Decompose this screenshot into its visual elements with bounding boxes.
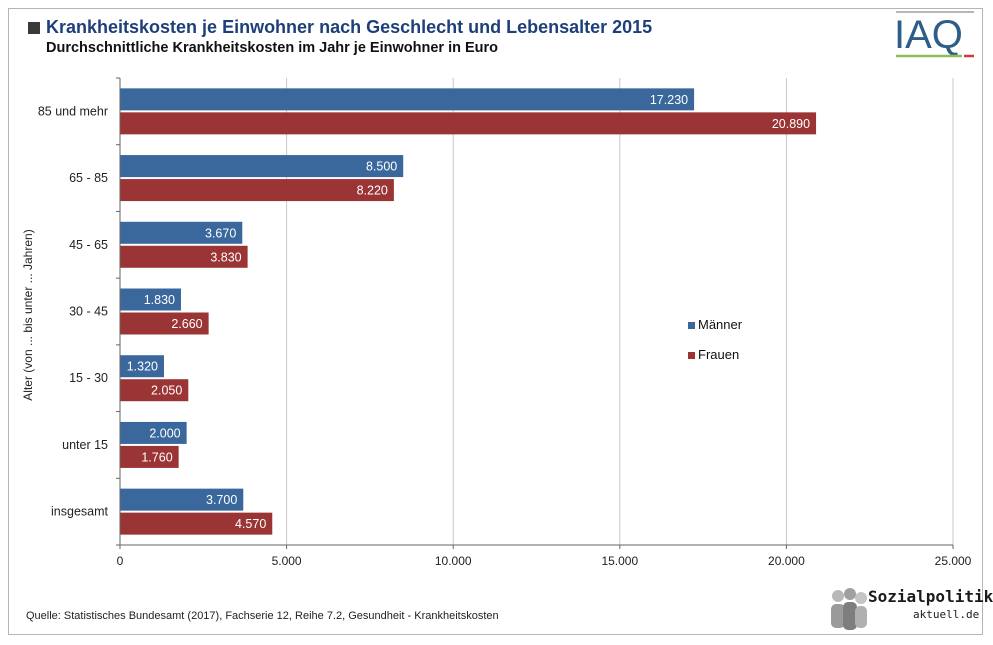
bar-frauen: [120, 245, 248, 268]
bar-frauen: [120, 379, 189, 402]
bar-frauen: [120, 179, 394, 202]
title-row: Krankheitskosten je Einwohner nach Gesch…: [28, 17, 652, 38]
grid-lines: [286, 78, 954, 545]
axes: 0 5.000 10.000 15.000 20.000 25.000 85 und meh…: [38, 77, 972, 568]
category-label: unter 15: [62, 438, 108, 452]
bar-value-label: 2.050: [151, 384, 182, 398]
category-label: 45 - 65: [69, 238, 108, 252]
bar-value-label: 3.670: [205, 226, 236, 240]
category-label: 30 - 45: [69, 305, 108, 319]
bar-value-label: 8.500: [366, 160, 397, 174]
x-tick-label: 20.000: [768, 554, 805, 568]
bar-value-label: 20.890: [772, 117, 810, 131]
bar-maenner: [120, 155, 404, 178]
category-label: 85 und mehr: [38, 104, 108, 118]
chart-title: Krankheitskosten je Einwohner nach Gesch…: [46, 17, 653, 37]
chart-subtitle: Durchschnittliche Krankheitskosten im Ja…: [46, 40, 499, 56]
bar-value-label: 3.830: [210, 250, 241, 264]
bar-frauen: [120, 512, 273, 535]
legend: Männer Frauen: [688, 317, 743, 362]
bar-frauen: [120, 112, 817, 135]
bar-maenner: [120, 88, 695, 111]
bar-frauen: [120, 445, 179, 468]
bar-value-label: 8.220: [357, 184, 388, 198]
x-tick-label: 25.000: [935, 554, 972, 568]
category-label: 65 - 85: [69, 171, 108, 185]
bar-value-label: 1.760: [141, 450, 172, 464]
category-label: 15 - 30: [69, 371, 108, 385]
iaq-logo-graphic: IAQ: [894, 11, 974, 58]
bar-maenner: [120, 421, 187, 444]
y-axis-label: Alter (von ... bis unter ... Jahren): [21, 229, 35, 400]
bar-maenner: [120, 488, 244, 511]
source-note: Quelle: Statistisches Bundesamt (2017), …: [26, 610, 499, 622]
bars: 17.230 20.890 8.500 8.220 3.670 3.830 1.830 2.6…: [120, 88, 817, 535]
category-label: insgesamt: [51, 505, 108, 519]
sozialpolitik-logo: Sozialpolitik- aktuell.de: [828, 584, 993, 634]
bar-value-label: 2.660: [171, 317, 202, 331]
brand-name: Sozialpolitik-: [868, 587, 993, 606]
x-tick-label: 5.000: [272, 554, 302, 568]
x-tick-label: 0: [117, 554, 124, 568]
bar-frauen: [120, 312, 209, 335]
bar-value-label: 1.320: [127, 360, 158, 374]
bar-maenner: [120, 221, 243, 244]
title-marker: [28, 21, 40, 34]
iaq-logo: IAQ: [890, 6, 976, 64]
bar-value-label: 4.570: [235, 517, 266, 531]
legend-label: Männer: [698, 317, 743, 332]
brand-domain: aktuell.de: [913, 608, 980, 621]
x-tick-label: 10.000: [435, 554, 472, 568]
legend-label: Frauen: [698, 347, 739, 362]
bar-maenner: [120, 355, 164, 378]
bar-value-label: 17.230: [650, 93, 688, 107]
bar-value-label: 3.700: [206, 493, 237, 507]
iaq-logo-text: IAQ: [894, 13, 963, 57]
bar-value-label: 2.000: [149, 426, 180, 440]
x-tick-label: 15.000: [601, 554, 638, 568]
legend-swatch: [688, 352, 695, 359]
people-icon: [831, 588, 867, 630]
legend-swatch: [688, 322, 695, 329]
bar-maenner: [120, 288, 181, 311]
bar-value-label: 1.830: [144, 293, 175, 307]
